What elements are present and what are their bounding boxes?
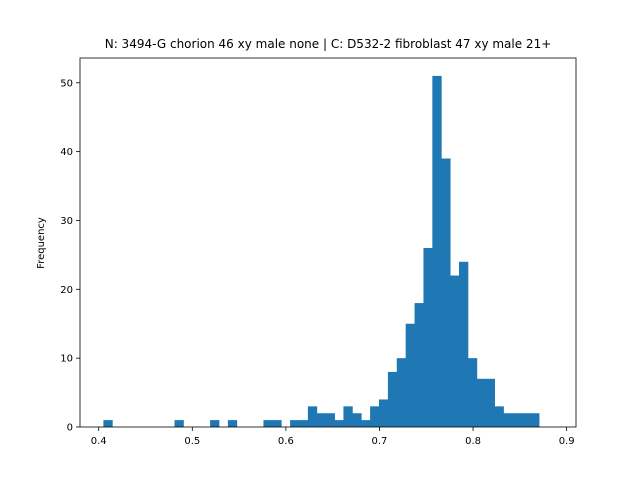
histogram-bar [263,420,273,427]
y-tick-label: 50 [60,78,73,89]
histogram-bar [334,420,344,427]
histogram-bar [494,406,504,427]
x-tick-label: 0.4 [91,436,107,447]
histogram-bar [485,378,495,427]
histogram-bar [290,420,300,427]
histogram-bars [103,75,540,428]
histogram-bar [503,413,513,427]
y-tick-label: 20 [60,285,73,296]
x-tick-label: 0.6 [278,436,294,447]
histogram-bar [210,420,220,427]
y-tick-label: 10 [60,354,73,365]
y-axis: 0 10 20 30 40 50 [60,78,80,434]
x-tick-label: 0.5 [184,436,200,447]
histogram-bar [379,399,389,427]
x-axis: 0.4 0.5 0.6 0.7 0.8 0.9 [91,427,575,447]
y-tick-label: 40 [60,147,73,158]
histogram-bar [227,420,238,427]
histogram-bar [361,420,371,427]
histogram-bar [387,371,398,427]
histogram-bar [298,420,309,427]
histogram-bar [343,406,353,427]
x-tick-label: 0.9 [559,436,575,447]
histogram-bar [450,275,460,427]
histogram-bar [325,413,335,427]
histogram-bar [272,420,282,427]
histogram-bar [396,358,407,427]
histogram-bar [459,261,469,427]
histogram-bar [441,158,451,427]
chart-title: N: 3494-G chorion 46 xy male none | C: D… [105,37,552,51]
histogram-bar [307,406,318,427]
x-tick-label: 0.8 [465,436,481,447]
histogram-bar [103,420,113,427]
histogram-bar [316,413,327,427]
histogram-bar [370,406,380,427]
x-tick-label: 0.7 [372,436,388,447]
histogram-bar [467,358,478,427]
histogram-bar [432,75,442,428]
y-tick-label: 0 [67,423,73,434]
histogram-bar [174,420,184,427]
histogram-bar [423,248,433,427]
histogram-bar [414,303,424,427]
histogram-bar [352,413,362,427]
histogram-bar [530,413,540,427]
plot-frame [79,57,577,428]
histogram-bar [512,413,522,427]
histogram-bar [476,378,487,427]
histogram-bar [405,323,415,427]
y-axis-label: Frequency [36,217,47,269]
histogram-bar [521,413,531,427]
y-tick-label: 30 [60,216,73,227]
